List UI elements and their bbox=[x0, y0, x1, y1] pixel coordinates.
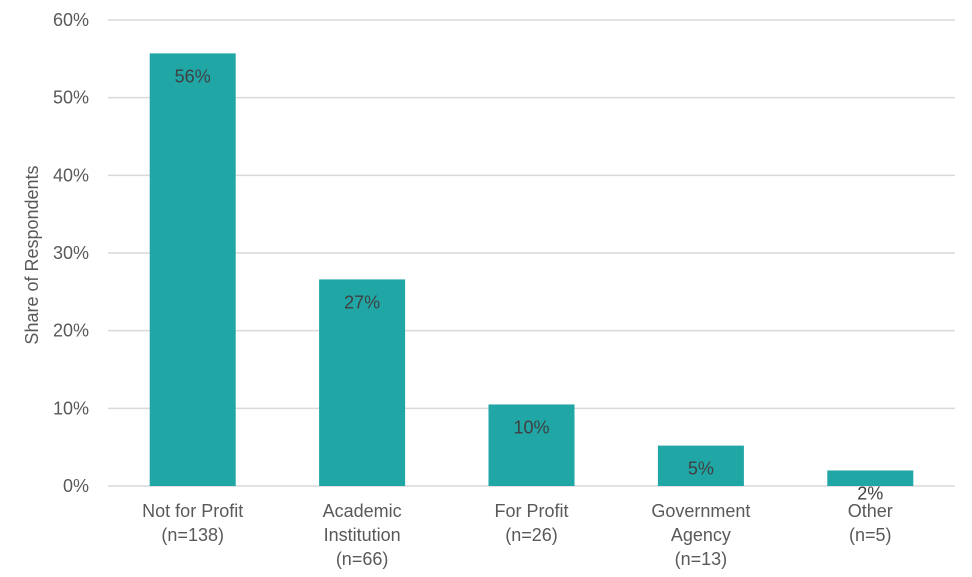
x-tick-label: Not for Profit (n=138) bbox=[142, 501, 243, 545]
y-tick-label: 0% bbox=[63, 476, 89, 496]
bar bbox=[657, 445, 744, 486]
bar bbox=[319, 279, 406, 486]
bar bbox=[488, 404, 575, 486]
y-tick-label: 20% bbox=[53, 321, 89, 341]
y-axis-tick-labels: 0% 10% 20% 30% 40% 50% 60% bbox=[53, 10, 89, 496]
data-label: 10% bbox=[513, 417, 549, 437]
y-tick-label: 30% bbox=[53, 243, 89, 263]
y-axis-title: Share of Respondents bbox=[22, 165, 42, 344]
data-label: 27% bbox=[344, 292, 380, 312]
y-tick-label: 40% bbox=[53, 165, 89, 185]
data-labels: 56% 27% 10% 5% 2% bbox=[175, 66, 884, 503]
x-tick-label: Other (n=5) bbox=[848, 501, 893, 545]
bar bbox=[149, 53, 236, 486]
data-label: 5% bbox=[688, 459, 714, 479]
x-tick-label: For Profit (n=26) bbox=[494, 501, 568, 545]
y-tick-label: 60% bbox=[53, 10, 89, 30]
y-tick-label: 50% bbox=[53, 88, 89, 108]
bar bbox=[827, 470, 914, 486]
y-tick-label: 10% bbox=[53, 398, 89, 418]
category-labels: Not for Profit (n=138) Academic Institution… bbox=[142, 501, 893, 569]
gridlines bbox=[108, 19, 955, 487]
data-label: 56% bbox=[175, 66, 211, 86]
data-label: 2% bbox=[857, 483, 883, 503]
bars bbox=[149, 53, 914, 486]
x-tick-label: Academic Institution (n=66) bbox=[323, 501, 402, 569]
x-tick-label: Government Agency (n=13) bbox=[651, 501, 750, 569]
